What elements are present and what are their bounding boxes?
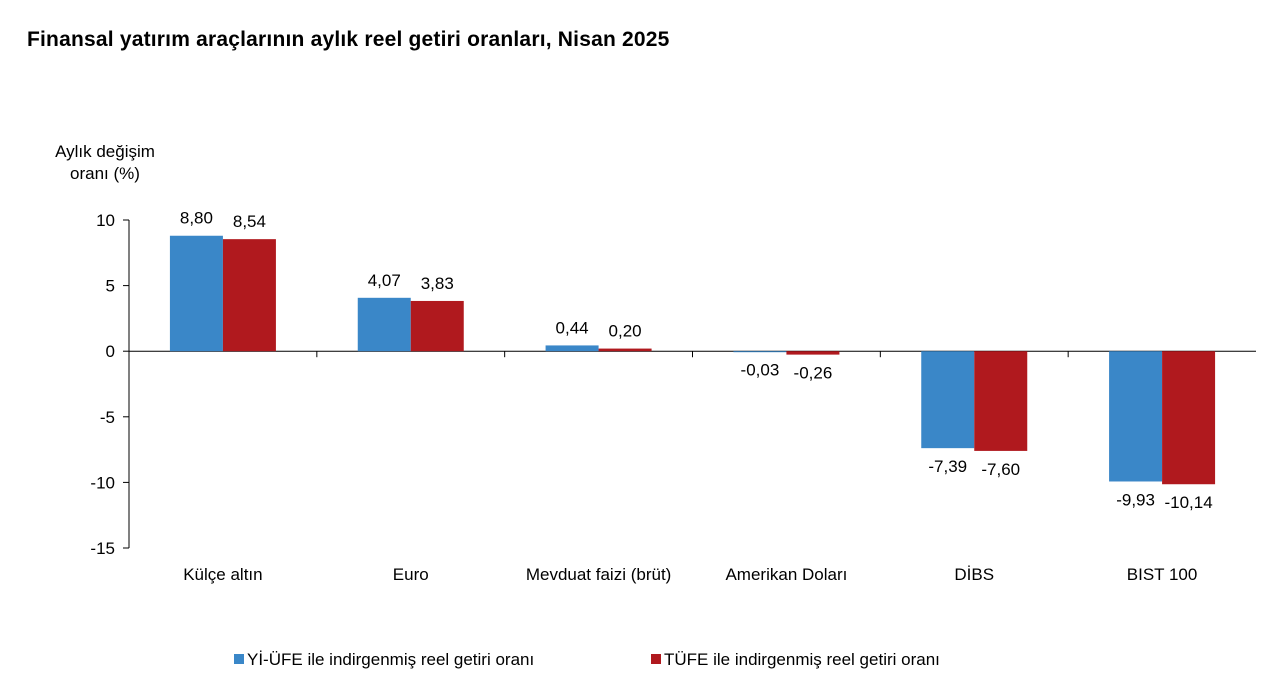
data-label: -10,14 bbox=[1164, 493, 1212, 512]
category-label: Euro bbox=[393, 565, 429, 584]
bar bbox=[1162, 351, 1216, 485]
bar bbox=[974, 351, 1028, 451]
chart-title: Finansal yatırım araçlarının aylık reel … bbox=[27, 28, 670, 51]
legend-swatch bbox=[234, 654, 244, 664]
bar bbox=[1109, 351, 1163, 482]
legend: Yİ-ÜFE ile indirgenmiş reel getiri oranı… bbox=[234, 650, 940, 669]
data-label: -9,93 bbox=[1116, 490, 1155, 509]
bar bbox=[921, 351, 975, 449]
category-label: Amerikan Doları bbox=[725, 565, 847, 584]
category-labels: Külçe altın Euro Mevduat faizi (brüt) Ameri… bbox=[183, 565, 1197, 584]
data-label: 0,20 bbox=[609, 322, 642, 341]
bar bbox=[222, 239, 276, 352]
bars bbox=[169, 235, 1216, 485]
legend-swatch bbox=[651, 654, 661, 664]
data-label: -7,39 bbox=[928, 457, 967, 476]
legend-label: Yİ-ÜFE ile indirgenmiş reel getiri oranı bbox=[247, 650, 534, 669]
bar bbox=[598, 348, 652, 352]
y-tick-label: 0 bbox=[106, 342, 115, 361]
category-label: DİBS bbox=[954, 565, 994, 584]
bar bbox=[786, 351, 840, 355]
bar bbox=[357, 297, 411, 352]
y-tick-label: 5 bbox=[106, 277, 115, 296]
data-label: -0,26 bbox=[794, 364, 833, 383]
data-labels: 8,80 8,544,07 3,830,44 0,20-0,03 -0,26-7,39-… bbox=[180, 209, 1213, 512]
y-axis-label: Aylık değişim oranı (%) bbox=[55, 142, 155, 183]
legend-label: TÜFE ile indirgenmiş reel getiri oranı bbox=[664, 650, 940, 669]
category-label: Külçe altın bbox=[183, 565, 262, 584]
data-label: 4,07 bbox=[368, 271, 401, 290]
bar bbox=[733, 351, 787, 353]
y-tick-label: 10 bbox=[96, 211, 115, 230]
y-axis-label-line: Aylık değişim bbox=[55, 142, 155, 161]
y-tick-label: -10 bbox=[90, 473, 115, 492]
data-label: -7,60 bbox=[981, 460, 1020, 479]
category-label: Mevduat faizi (brüt) bbox=[526, 565, 672, 584]
data-label: -0,03 bbox=[741, 361, 780, 380]
category-label: BIST 100 bbox=[1127, 565, 1198, 584]
y-axis-label-line: oranı (%) bbox=[70, 164, 140, 183]
y-tick-label: -5 bbox=[100, 408, 115, 427]
bar bbox=[545, 345, 599, 352]
data-label: 8,80 bbox=[180, 209, 213, 228]
bar bbox=[169, 235, 223, 352]
bar bbox=[410, 300, 464, 352]
data-label: 3,83 bbox=[421, 274, 454, 293]
axes: 10 5 0 -5 -10 -15 bbox=[90, 211, 1256, 558]
data-label: 8,54 bbox=[233, 212, 266, 231]
y-tick-label: -15 bbox=[90, 539, 115, 558]
data-label: 0,44 bbox=[556, 318, 589, 337]
